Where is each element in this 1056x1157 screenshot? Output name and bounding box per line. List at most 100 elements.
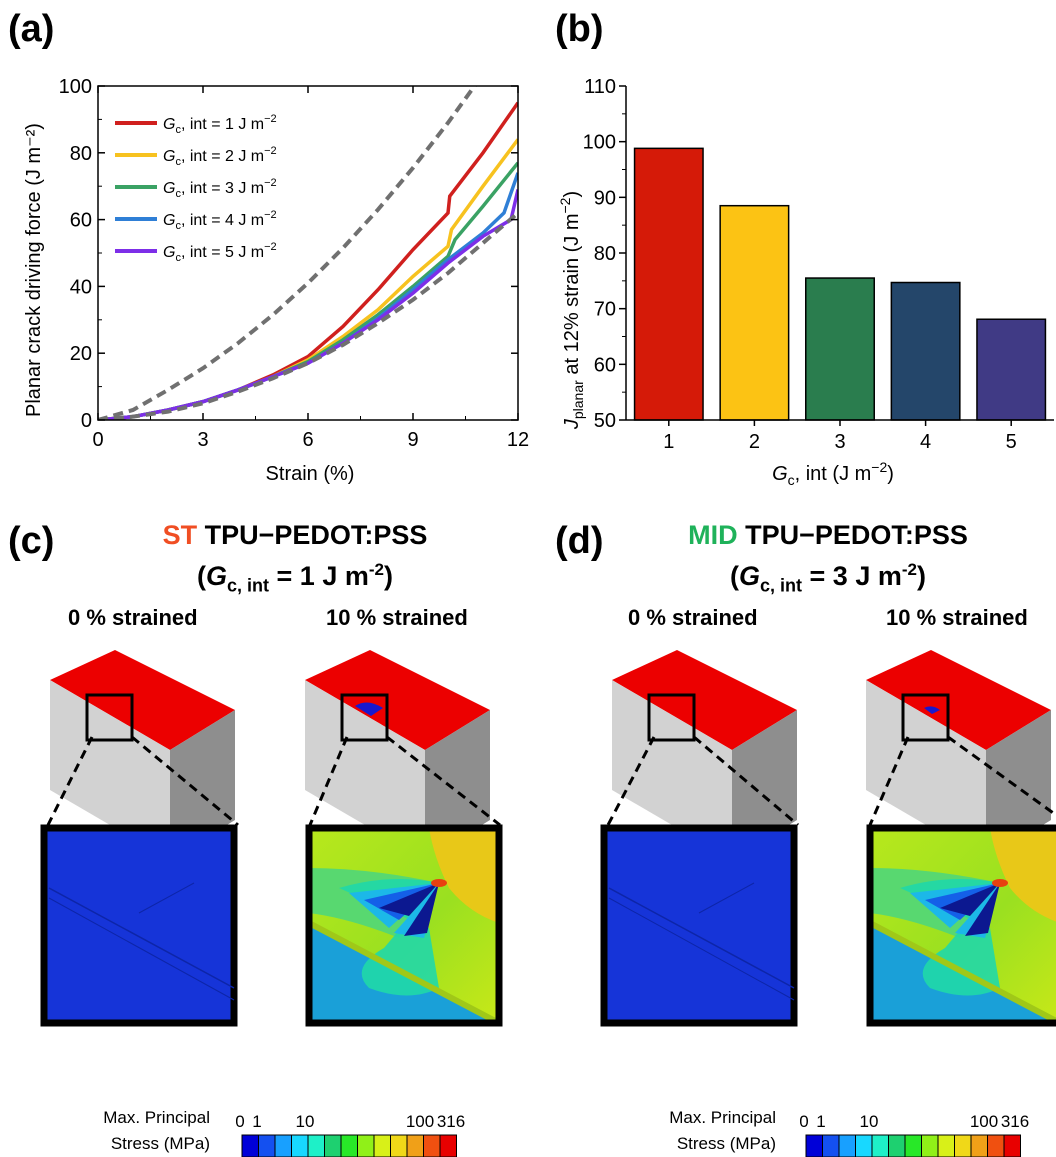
- colorbar-d-label: Max. Principal Stress (MPa): [669, 1108, 776, 1153]
- panel-d-title: MID TPU−PEDOT:PSS: [688, 520, 968, 550]
- colorbar-cell: [805, 1134, 823, 1157]
- panel-c-left-label: 0 % strained: [68, 605, 198, 630]
- chart-a: 0 3 6 9 12 0 20 40 60 80 100 Gc, int = 1 J m−2 Gc, …: [23, 76, 529, 485]
- colorbar-c: 0 1 10 100 316: [236, 1112, 465, 1157]
- colorbar-cell: [1003, 1134, 1021, 1157]
- colorbar-cell: [904, 1134, 922, 1157]
- chart-b-xlabel: Gc, int (J m−2): [772, 459, 894, 488]
- chart-a-xtick: 3: [197, 429, 208, 451]
- chart-a-ytick: 60: [70, 210, 92, 232]
- colorbar-cell: [822, 1134, 840, 1157]
- chart-a-ytick: 0: [81, 410, 92, 432]
- series-line-1: [98, 101, 518, 420]
- panel-c-prefix: ST: [162, 520, 198, 550]
- colorbar-cell: [937, 1134, 955, 1157]
- legend-label-2: Gc, int = 2 J m−2: [163, 145, 277, 168]
- colorbar-cell: [970, 1134, 988, 1157]
- series-line-5: [98, 189, 518, 420]
- colorbar-d: 0 1 10 100 316: [800, 1112, 1029, 1157]
- chart-b-xtick: 4: [920, 431, 931, 453]
- chart-b-xtick: 2: [749, 431, 760, 453]
- panel-d-prefix: MID: [688, 520, 738, 550]
- simulation-figure: [0, 648, 1056, 1100]
- zoom-d-0: [604, 828, 794, 1023]
- chart-a-xtick: 12: [507, 429, 529, 451]
- colorbar-cell: [274, 1134, 292, 1157]
- chart-b-ytick: 90: [594, 187, 616, 209]
- colorbar-tick: 316: [437, 1112, 465, 1131]
- colorbar-cell: [888, 1134, 906, 1157]
- colorbar-tick: 10: [296, 1112, 315, 1131]
- chart-a-xtick: 0: [92, 429, 103, 451]
- reference-line-5: [98, 86, 478, 420]
- chart-b-ytick: 80: [594, 243, 616, 265]
- chart-b-ytick: 100: [583, 132, 616, 154]
- colorbar-cell: [357, 1134, 375, 1157]
- bar-2: [719, 204, 790, 421]
- panel-label-a: (a): [8, 8, 55, 50]
- chart-b-ytick: 70: [594, 299, 616, 321]
- chart-b-xtick: 1: [663, 431, 674, 453]
- chart-a-ylabel: Planar crack driving force (J m⁻²): [23, 123, 45, 417]
- chart-b: 1 2 3 4 5 50 60 70 80 90 100 110 Jplanar at 12% str…: [557, 76, 1054, 488]
- colorbar-cell: [340, 1134, 358, 1157]
- colorbar-cell: [838, 1134, 856, 1157]
- colorbar-cell: [373, 1134, 391, 1157]
- colorbar-tick: 100: [406, 1112, 434, 1131]
- colorbar-cell: [258, 1134, 276, 1157]
- colorbar-cell: [291, 1134, 309, 1157]
- colorbar-cell: [390, 1134, 408, 1157]
- chart-a-xtick: 9: [407, 429, 418, 451]
- panel-label-c: (c): [8, 520, 55, 562]
- chart-b-ytick: 110: [584, 76, 616, 98]
- panel-d-left-label: 0 % strained: [628, 605, 758, 630]
- chart-b-xtick: 3: [834, 431, 845, 453]
- series-line-4: [98, 172, 518, 420]
- colorbar-cell: [987, 1134, 1005, 1157]
- bar-5: [976, 318, 1047, 421]
- colorbar-c-label: Max. Principal Stress (MPa): [103, 1108, 210, 1153]
- colorbar-tick: 0: [236, 1112, 245, 1131]
- chart-b-ytick: 50: [594, 410, 616, 432]
- panel-d-right-label: 10 % strained: [886, 605, 1028, 630]
- zoom-c-10: [309, 828, 499, 1023]
- chart-a-xlabel: Strain (%): [266, 463, 355, 485]
- colorbar-cell: [439, 1134, 457, 1157]
- colorbar-cell: [855, 1134, 873, 1157]
- panel-label-d: (d): [555, 520, 604, 562]
- chart-a-ytick: 80: [70, 143, 92, 165]
- colorbar-cell: [406, 1134, 424, 1157]
- chart-a-ytick: 20: [70, 343, 92, 365]
- series-line-2: [98, 138, 518, 420]
- panel-c-title: ST TPU−PEDOT:PSS: [162, 520, 428, 550]
- colorbar-tick: 1: [816, 1112, 825, 1131]
- zoom-d-10: [870, 828, 1056, 1023]
- bar-4: [890, 281, 961, 421]
- legend-label-4: Gc, int = 4 J m−2: [163, 209, 277, 232]
- colorbar-cell: [954, 1134, 972, 1157]
- chart-b-ylabel: Jplanar at 12% strain (J m−2): [557, 191, 586, 430]
- colorbar-cell: [324, 1134, 342, 1157]
- bar-3: [805, 277, 875, 421]
- legend-label-1: Gc, int = 1 J m−2: [163, 113, 277, 136]
- colorbar-tick: 1: [252, 1112, 261, 1131]
- panel-c-right-label: 10 % strained: [326, 605, 468, 630]
- chart-b-xtick: 5: [1006, 431, 1017, 453]
- chart-a-xtick: 6: [302, 429, 313, 451]
- colorbar-tick: 0: [800, 1112, 809, 1131]
- bar-1: [633, 147, 704, 421]
- zoom-c-0: [44, 828, 234, 1023]
- block-c-10: [303, 648, 492, 862]
- colorbar-cell: [307, 1134, 325, 1157]
- chart-a-ytick: 100: [59, 76, 92, 98]
- colorbar-cell: [423, 1134, 441, 1157]
- panel-c-subtitle: (Gc, int = 1 J m-2): [197, 560, 393, 596]
- legend-label-5: Gc, int = 5 J m−2: [163, 241, 277, 264]
- legend-label-3: Gc, int = 3 J m−2: [163, 177, 277, 200]
- chart-a-ytick: 40: [70, 276, 92, 298]
- reference-line-6: [98, 211, 518, 420]
- panel-label-b: (b): [555, 8, 604, 50]
- colorbar-tick: 10: [860, 1112, 879, 1131]
- chart-b-ytick: 60: [594, 354, 616, 376]
- colorbar-cell: [871, 1134, 889, 1157]
